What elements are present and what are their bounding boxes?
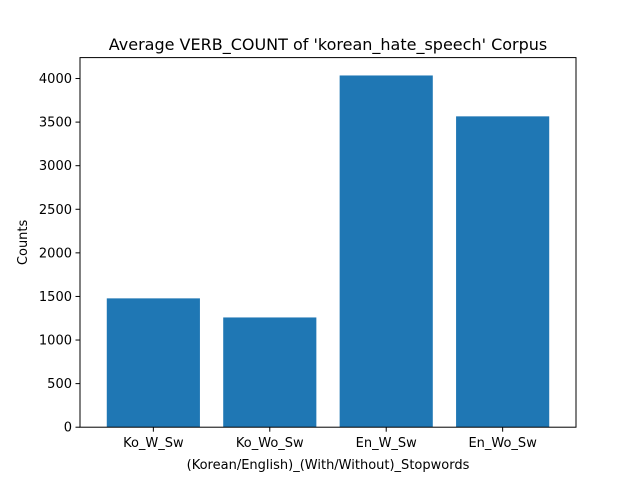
y-tick-label: 1000: [39, 334, 72, 349]
y-axis-ticks: 0 500 1000 1500 2000 2500 3000 3500 4000: [39, 72, 80, 436]
y-axis-label: Counts: [16, 219, 31, 265]
plot-frame: [79, 57, 577, 428]
y-tick-label: 3000: [39, 159, 72, 174]
y-tick-label: 4000: [39, 72, 72, 87]
x-tick-label: En_W_Sw: [356, 436, 418, 451]
y-tick-label: 1500: [39, 290, 72, 305]
bar-ko-w-sw: [106, 298, 200, 428]
chart-title: Average VERB_COUNT of 'korean_hate_speec…: [109, 35, 547, 55]
y-tick-label: 2500: [39, 203, 72, 218]
x-axis-ticks: Ko_W_Sw Ko_Wo_Sw En_W_Sw En_Wo_Sw: [123, 427, 537, 451]
y-tick-label: 3500: [39, 116, 72, 131]
bar-ko-wo-sw: [223, 317, 317, 428]
y-tick-label: 2000: [39, 246, 72, 261]
x-tick-label: En_Wo_Sw: [468, 436, 537, 451]
y-tick-label: 0: [64, 421, 72, 436]
bars-group: [106, 75, 550, 428]
y-tick-label: 500: [47, 377, 72, 392]
x-tick-label: Ko_W_Sw: [123, 436, 184, 451]
bar-en-w-sw: [339, 75, 433, 428]
x-axis-label: (Korean/English)_(With/Without)_Stopword…: [187, 458, 470, 473]
bar-en-wo-sw: [456, 116, 550, 428]
x-tick-label: Ko_Wo_Sw: [236, 436, 304, 451]
